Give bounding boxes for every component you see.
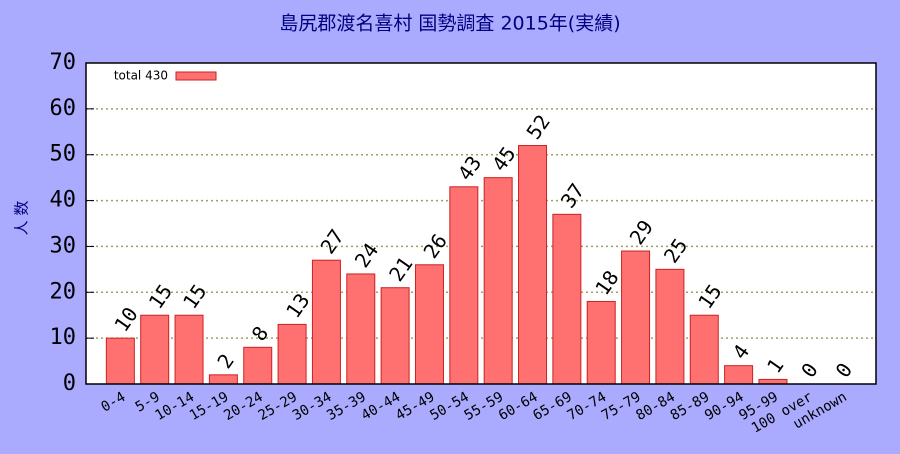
bar bbox=[414, 264, 444, 385]
bar bbox=[277, 323, 307, 385]
y-tick-label: 60 bbox=[50, 96, 77, 121]
bar bbox=[208, 374, 238, 385]
legend-label: total 430 bbox=[114, 69, 168, 83]
bar bbox=[105, 337, 135, 385]
y-tick-label: 40 bbox=[50, 188, 77, 213]
y-tick-label: 30 bbox=[50, 233, 77, 258]
plot-border bbox=[85, 62, 877, 385]
y-tick-label: 0 bbox=[63, 371, 76, 396]
bar bbox=[724, 365, 754, 385]
legend-swatch bbox=[175, 71, 217, 81]
bar bbox=[380, 287, 410, 385]
bar bbox=[689, 314, 719, 385]
bar bbox=[483, 177, 513, 385]
y-tick-label: 20 bbox=[50, 279, 77, 304]
bar bbox=[621, 250, 651, 385]
bar bbox=[586, 300, 616, 385]
bar bbox=[346, 273, 376, 385]
bar bbox=[311, 259, 341, 385]
y-tick-label: 50 bbox=[50, 142, 77, 167]
bar bbox=[518, 145, 548, 385]
bar bbox=[243, 346, 273, 385]
y-tick-label: 10 bbox=[50, 325, 77, 350]
bar bbox=[655, 268, 685, 385]
bar bbox=[174, 314, 204, 385]
chart-title: 島尻郡渡名喜村 国勢調査 2015年(実績) bbox=[279, 13, 620, 35]
bar bbox=[552, 213, 582, 385]
y-axis-label: 人 数 bbox=[13, 201, 31, 236]
bar bbox=[449, 186, 479, 385]
bar bbox=[140, 314, 170, 385]
y-tick-label: 70 bbox=[50, 50, 77, 75]
plot-area bbox=[86, 63, 876, 384]
